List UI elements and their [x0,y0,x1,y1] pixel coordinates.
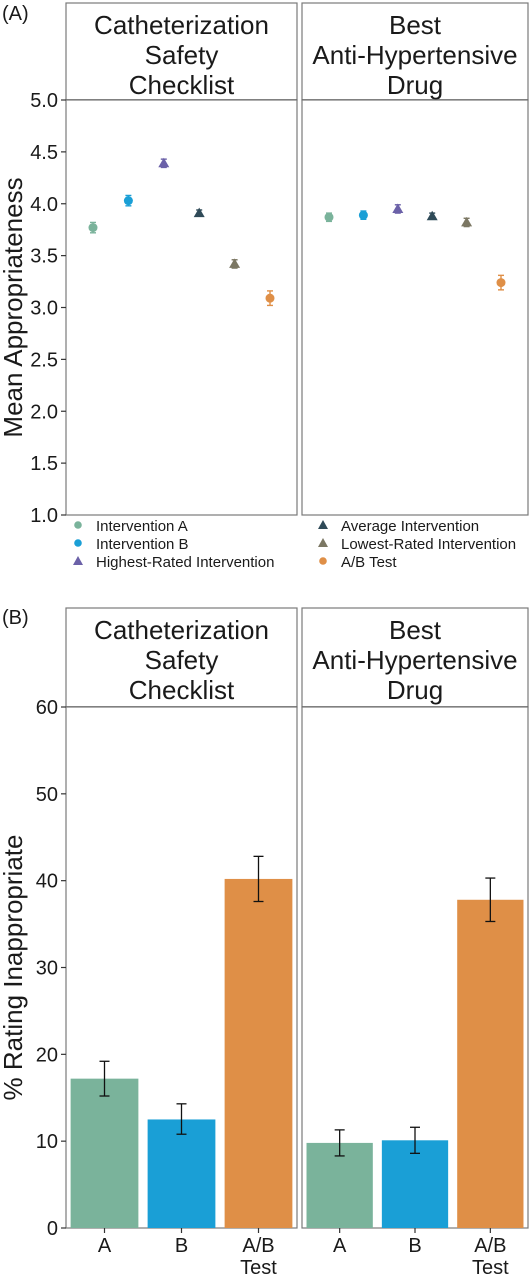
panel-a-y-tick-label: 4.0 [30,194,58,216]
panel-b-y-tick-label: 30 [36,958,58,980]
panel-b-bar [306,1142,373,1228]
panel-b-facet-1-strip-box [65,607,298,708]
panel-b-x-tick-label: Test [472,1257,509,1279]
panel-b-x-tick-label: B [408,1235,421,1257]
panel-a-y-tick-label: 1.0 [30,505,58,527]
panel-a-facet-2-plot-area [301,99,529,516]
panel-b-facet-1-strip-title-line: Safety [145,645,219,675]
panel-a-facet-1-strip-box [65,2,298,101]
panel-a-facet-2-strip-title-line: Drug [387,70,443,100]
panel-a-point [123,196,133,206]
legend-marker-icon [319,557,327,565]
panel-b-x-tick-label: A [98,1235,112,1257]
legend-label: Intervention A [96,518,188,535]
panel-b-bar [147,1119,216,1228]
panel-a-facet-1-strip-title-line: Catheterization [94,10,269,40]
panel-b-y-tick-label: 40 [36,871,58,893]
panel-b-x-tick-label: A [333,1235,347,1257]
panel-b-y-tick-label: 60 [36,697,58,719]
panel-a-y-axis-title: Mean Appropriateness [0,177,28,437]
panel-b-facet-2-strip-title-line: Best [389,615,442,645]
panel-a-facet-2-strip-title-line: Best [389,10,442,40]
panel-a-y-tick-label: 2.5 [30,349,58,371]
panel-b-y-tick-label: 10 [36,1131,58,1153]
legend-marker-icon [318,538,328,547]
panel-a-point [392,203,404,213]
legend-marker-icon [74,539,82,547]
panel-a-y-tick-label: 2.0 [30,401,58,423]
legend-label: A/B Test [341,554,397,571]
panel-b-y-axis-title: % Rating Inappropriate [0,835,28,1101]
panel-a-point [158,157,170,168]
panel-b-facet-2-strip-title-line: Drug [387,675,443,705]
panel-b-y-tick-label: 50 [36,784,58,806]
panel-a-point [358,210,368,220]
panel-b-x-tick-label: B [175,1235,188,1257]
panel-b-x-tick-label: A/B [242,1235,274,1257]
panel-a-y-tick-label: 1.5 [30,453,58,475]
panel-a-point [193,207,205,218]
panel-a-y-tick-label: 4.5 [30,142,58,164]
panel-b-y-tick-label: 20 [36,1044,58,1066]
legend-label: Intervention B [96,536,189,553]
panel-b-x-tick-label: A/B [474,1235,506,1257]
panel-b-facet-2-strip-title-line: Anti-Hypertensive [312,645,517,675]
legend-label: Highest-Rated Intervention [96,554,274,571]
panel-a-y-tick-label: 3.0 [30,298,58,320]
panel-b-bar [224,878,293,1228]
panel-a-facet-2-strip-title-line: Anti-Hypertensive [312,40,517,70]
panel-b-facet-1-strip-title-line: Catheterization [94,615,269,645]
panel-b-bar [381,1140,449,1228]
panel-a-facet-2-strip-box [301,2,529,101]
legend-marker-icon [318,520,328,529]
panel-a-y-tick-label: 5.0 [30,90,58,112]
panel-a-point [324,212,334,222]
panel-b-tag: (B) [2,607,29,629]
panel-b-x-tick-label: Test [240,1257,277,1279]
panel-b-y-tick-label: 0 [47,1218,58,1240]
panel-a-y-tick-label: 3.5 [30,246,58,268]
legend-marker-icon [73,556,83,565]
panel-a-point [265,293,275,303]
panel-a-point [496,278,506,288]
panel-a-point [88,223,98,233]
panel-a-facet-1-strip-title-line: Safety [145,40,219,70]
legend-marker-icon [74,521,82,529]
panel-b-bar [70,1078,139,1228]
panel-b-facet-1-strip-title-line: Checklist [129,675,235,705]
panel-a-point [229,258,241,268]
panel-a-facet-1-plot-area [65,99,298,516]
panel-a-tag: (A) [2,3,29,25]
panel-b-facet-2-strip-box [301,607,529,708]
panel-a-point [461,216,473,227]
panel-a-point [426,210,438,221]
panel-a-facet-1-strip-title-line: Checklist [129,70,235,100]
panel-b-bar [457,899,524,1228]
legend-label: Lowest-Rated Intervention [341,536,516,553]
legend-label: Average Intervention [341,518,479,535]
